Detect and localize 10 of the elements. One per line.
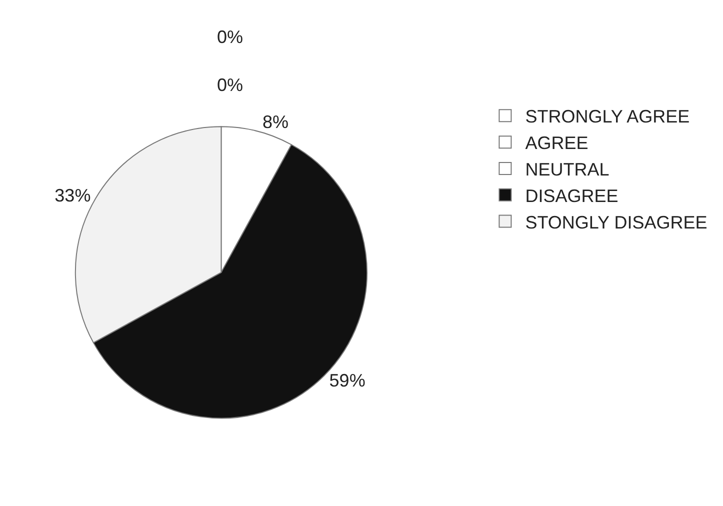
legend-label: STRONGLY AGREE [525, 106, 690, 127]
data-label: 33% [54, 186, 91, 206]
legend-label: AGREE [525, 133, 588, 154]
data-label: 59% [329, 370, 366, 391]
data-label: 8% [262, 112, 288, 132]
legend-label: STONGLY DISAGREE [525, 212, 708, 232]
legend-label: DISAGREE [525, 186, 618, 206]
text: 0% [217, 27, 244, 47]
text: 0% [217, 75, 244, 95]
legend-label: NEUTRAL [525, 160, 610, 180]
